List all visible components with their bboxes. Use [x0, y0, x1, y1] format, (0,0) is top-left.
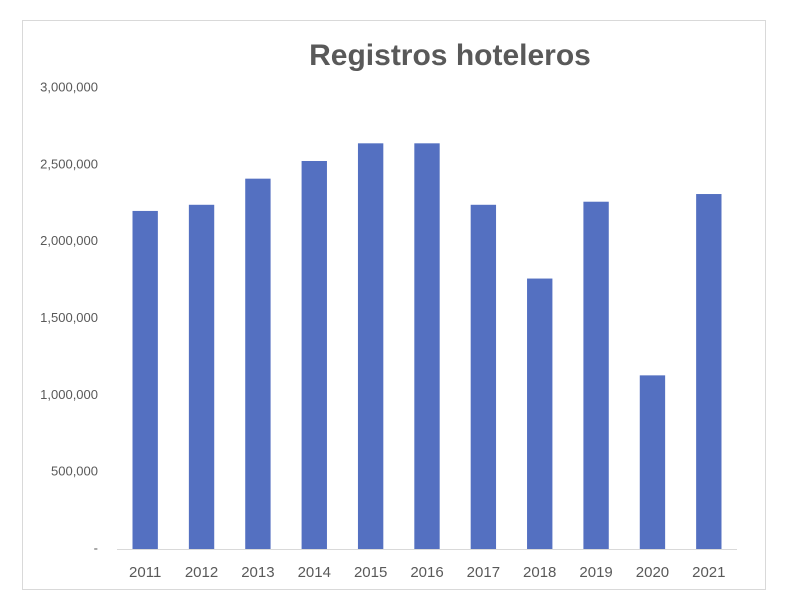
x-tick-label: 2017 [467, 564, 500, 581]
x-tick-label: 2020 [636, 564, 669, 581]
y-tick-label: - [94, 540, 98, 555]
y-tick-label: 2,500,000 [40, 156, 98, 171]
bar [696, 194, 722, 549]
y-tick-label: 3,000,000 [40, 79, 98, 94]
x-tick-label: 2019 [579, 564, 612, 581]
bar [132, 210, 158, 549]
bar [357, 143, 384, 549]
y-tick-label: 1,500,000 [40, 310, 98, 325]
x-tick-label: 2012 [185, 564, 218, 581]
bar [470, 204, 497, 549]
x-tick-label: 2021 [692, 564, 725, 581]
bar [414, 143, 440, 549]
x-tick-label: 2011 [129, 564, 161, 581]
bar [583, 201, 609, 550]
x-tick-label: 2015 [354, 564, 387, 581]
bar [527, 278, 553, 549]
x-tick-label: 2018 [523, 564, 556, 581]
bar [188, 204, 215, 549]
x-tick-label: 2013 [241, 564, 274, 581]
y-tick-label: 2,000,000 [40, 233, 98, 248]
x-tick-label: 2014 [298, 564, 331, 581]
bar [301, 160, 327, 549]
y-tick-label: 1,000,000 [40, 387, 98, 402]
x-tick-label: 2016 [410, 564, 443, 581]
bar [639, 375, 666, 549]
bar [245, 178, 271, 549]
chart-title: Registros hoteleros [309, 39, 591, 72]
y-tick-label: 500,000 [51, 464, 98, 479]
